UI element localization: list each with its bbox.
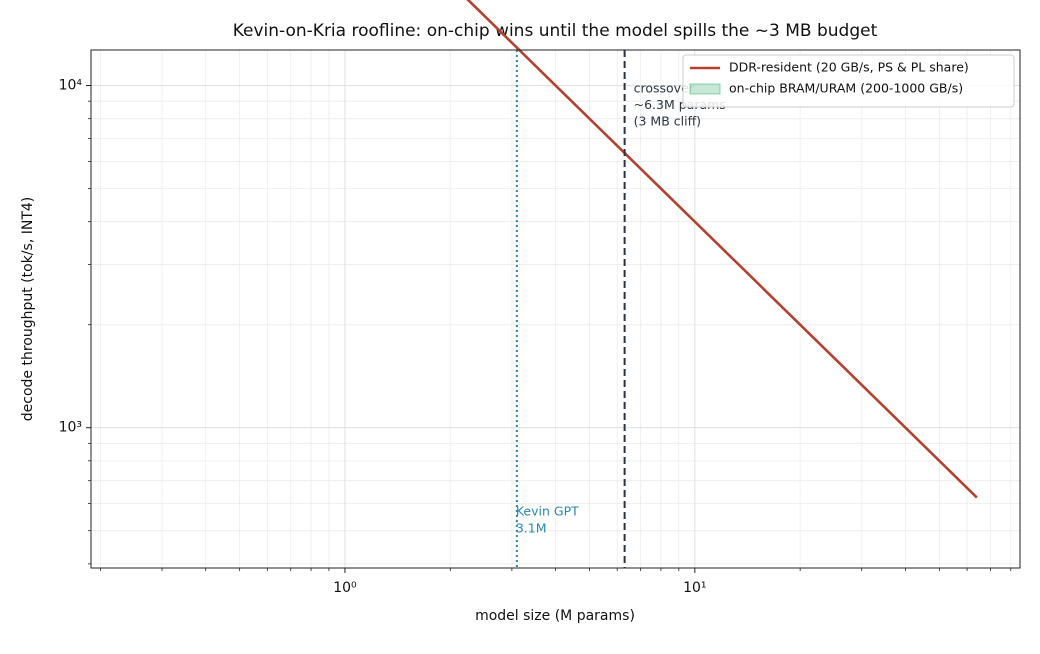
x-axis-label: model size (M params) (475, 608, 635, 624)
plot-frame (90, 49, 1021, 569)
annotation: (3 MB cliff) (634, 114, 701, 129)
x-tick-label: 10⁰ (333, 580, 357, 596)
y-tick-label: 10⁴ (59, 78, 83, 94)
x-tick-label: 10¹ (683, 580, 706, 596)
legend-swatch (689, 83, 721, 95)
y-tick-label: 10³ (59, 420, 82, 436)
legend-box (682, 54, 1015, 108)
annotation: 3.1M (516, 521, 547, 536)
series-line (466, 0, 978, 499)
legend-label: DDR-resident (20 GB/s, PS & PL share) (729, 60, 969, 75)
legend-label: on-chip BRAM/URAM (200-1000 GB/s) (729, 81, 963, 96)
y-axis-label: decode throughput (tok/s, INT4) (20, 197, 36, 421)
chart-title: Kevin-on-Kria roofline: on-chip wins unt… (233, 21, 878, 41)
annotation: Kevin GPT (516, 504, 579, 519)
annotation: crossover (634, 81, 695, 96)
